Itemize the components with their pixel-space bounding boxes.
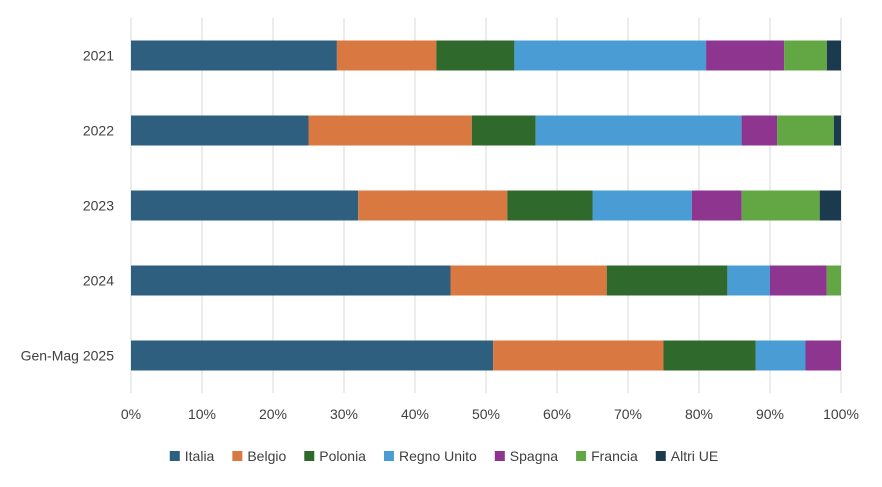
x-tick-label: 10% (188, 406, 216, 422)
bar-segment-spagna (770, 265, 827, 296)
bar-segment-spagna (706, 40, 785, 71)
legend-swatch (655, 451, 666, 461)
bar-segment-spagna (805, 340, 841, 371)
y-axis-labels: 2021 2022 2023 2024 Gen-Mag 2025 (21, 48, 115, 364)
bar-segment-italia (131, 40, 337, 71)
bar-segment-polonia (471, 115, 536, 146)
y-category-label: 2022 (83, 123, 114, 139)
bar-segment-belgio (450, 265, 607, 296)
bar-segment-spagna (691, 190, 742, 221)
legend-swatch (383, 451, 394, 461)
x-tick-label: 30% (330, 406, 358, 422)
bar-segment-italia (131, 265, 451, 296)
x-tick-label: 40% (401, 406, 429, 422)
legend-swatch (232, 451, 243, 461)
x-axis-labels: 0% 10% 20% 30% 40% 50% 60% 70% 80% 90% 100% (121, 406, 859, 422)
bar-segment-belgio (358, 190, 508, 221)
bar-segment-italia (131, 115, 309, 146)
x-tick-label: 80% (685, 406, 713, 422)
bar-segment-regno-unito (514, 40, 707, 71)
bar-segment-spagna (741, 115, 778, 146)
legend-label: Spagna (510, 448, 558, 464)
bar-segment-regno-unito (535, 115, 742, 146)
legend-label: Italia (185, 448, 215, 464)
legend-swatch (576, 451, 587, 461)
bar-segment-francia (777, 115, 834, 146)
legend-swatch (304, 451, 315, 461)
x-tick-label: 100% (823, 406, 859, 422)
legend-label: Belgio (247, 448, 286, 464)
legend-label: Francia (591, 448, 638, 464)
bar-segment-polonia (436, 40, 515, 71)
bar-segment-polonia (507, 190, 593, 221)
bar-segment-belgio (336, 40, 437, 71)
bar-segment-polonia (663, 340, 756, 371)
x-tick-label: 70% (614, 406, 642, 422)
x-tick-label: 0% (121, 406, 141, 422)
legend-swatch (169, 451, 180, 461)
bar-segment-regno-unito (592, 190, 692, 221)
bar-segment-altri-ue (819, 190, 841, 221)
y-category-label: 2021 (83, 48, 114, 64)
legend-label: Polonia (319, 448, 366, 464)
bar-segment-regno-unito (755, 340, 806, 371)
legend-swatch (494, 451, 505, 461)
legend-label: Altri UE (671, 448, 718, 464)
x-tick-label: 90% (756, 406, 784, 422)
x-tick-label: 20% (259, 406, 287, 422)
bar-segment-belgio (493, 340, 664, 371)
bar-segment-belgio (308, 115, 472, 146)
bar-segment-polonia (606, 265, 728, 296)
bar-segment-francia (784, 40, 827, 71)
bar-segment-altri-ue (833, 115, 841, 146)
y-category-label: 2024 (83, 273, 114, 289)
y-category-label: 2023 (83, 198, 114, 214)
legend-label: Regno Unito (399, 448, 477, 464)
x-tick-label: 50% (472, 406, 500, 422)
bar-segment-francia (741, 190, 820, 221)
y-category-label: Gen-Mag 2025 (21, 348, 115, 364)
bar-segment-italia (131, 340, 494, 371)
bar-segment-italia (131, 190, 359, 221)
bar-segment-francia (826, 265, 841, 296)
bar-segment-altri-ue (826, 40, 841, 71)
bars (131, 40, 841, 371)
legend: Italia Belgio Polonia Regno Unito Spagna Fran… (169, 448, 718, 464)
x-tick-label: 60% (543, 406, 571, 422)
bar-segment-regno-unito (727, 265, 770, 296)
